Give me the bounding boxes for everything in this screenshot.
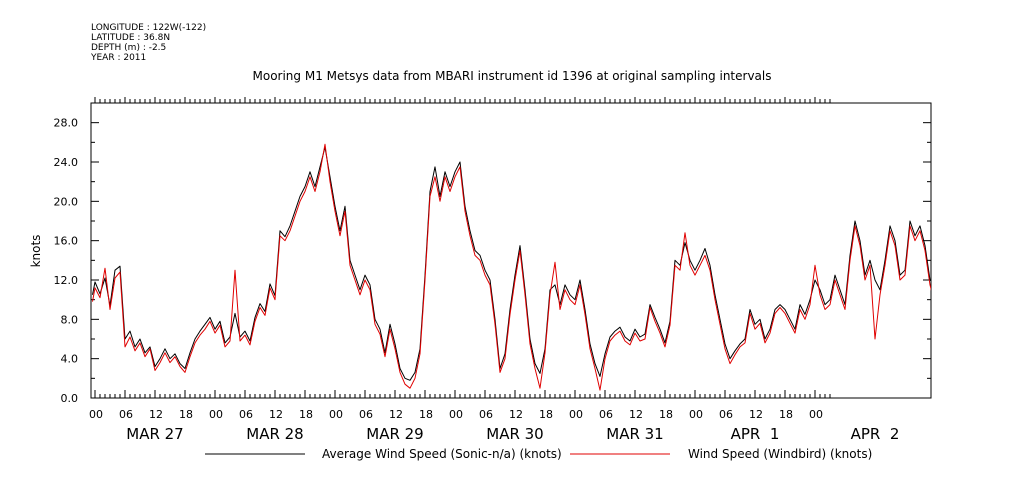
chart-title: Mooring M1 Metsys data from MBARI instru… <box>253 69 772 83</box>
x-hour-label: 06 <box>599 408 613 421</box>
x-hour-label: 00 <box>449 408 463 421</box>
metadata-block: LONGITUDE : 122W(-122) LATITUDE : 36.8N … <box>90 23 206 63</box>
y-tick-label: 12.0 <box>54 274 79 287</box>
meta-longitude: LONGITUDE : 122W(-122) <box>91 23 206 33</box>
x-hour-label: 00 <box>689 408 703 421</box>
x-hour-label: 06 <box>479 408 493 421</box>
x-axis: 00 06 12 18 00 06 12 18 00 06 12 18 00 06 12 18 00 06 12 18… <box>89 97 899 443</box>
series-layer <box>92 143 931 391</box>
x-hour-label: 18 <box>659 408 673 421</box>
plot-frame <box>90 102 932 399</box>
x-hour-label: 12 <box>269 408 283 421</box>
meta-latitude: LATITUDE : 36.8N <box>91 33 170 43</box>
x-hour-label: 18 <box>419 408 433 421</box>
legend-label-windbird-wind-speed: Wind Speed (Windbird) (knots) <box>688 447 872 461</box>
legend: Average Wind Speed (Sonic-n/a) (knots) W… <box>205 447 872 461</box>
y-tick-label: 28.0 <box>54 117 79 130</box>
x-hour-label: 06 <box>719 408 733 421</box>
x-day-label: APR 2 <box>851 425 900 443</box>
x-hour-label: 06 <box>359 408 373 421</box>
y-tick-label: 24.0 <box>54 156 79 169</box>
x-day-label: APR 1 <box>731 425 780 443</box>
x-hour-label: 00 <box>809 408 823 421</box>
x-hour-label: 00 <box>329 408 343 421</box>
y-tick-label: 8.0 <box>61 313 79 326</box>
x-hour-label: 18 <box>779 408 793 421</box>
x-hour-label: 12 <box>509 408 523 421</box>
x-hour-label: 12 <box>749 408 763 421</box>
x-day-label: MAR 29 <box>366 425 423 443</box>
x-hour-label: 00 <box>209 408 223 421</box>
x-hour-label: 18 <box>539 408 553 421</box>
series-line-windbird-wind-speed <box>92 143 931 391</box>
y-tick-label: 16.0 <box>54 235 79 248</box>
x-day-label: MAR 31 <box>606 425 663 443</box>
x-hour-label: 18 <box>299 408 313 421</box>
y-tick-label: 4.0 <box>61 353 79 366</box>
x-hour-label: 12 <box>389 408 403 421</box>
x-hour-label: 06 <box>239 408 253 421</box>
y-axis: 0.0 4.0 8.0 12.0 16.0 20.0 24.0 28.0 <box>54 102 931 405</box>
y-tick-label: 0.0 <box>61 392 79 405</box>
x-hour-label: 00 <box>89 408 103 421</box>
x-day-label: MAR 27 <box>126 425 183 443</box>
meta-depth: DEPTH (m) : -2.5 <box>91 43 166 53</box>
meta-year: YEAR : 2011 <box>90 53 146 63</box>
x-day-label: MAR 28 <box>246 425 303 443</box>
y-axis-label: knots <box>29 235 43 268</box>
legend-label-average-wind-speed: Average Wind Speed (Sonic-n/a) (knots) <box>322 447 562 461</box>
x-hour-label: 12 <box>629 408 643 421</box>
y-tick-label: 20.0 <box>54 195 79 208</box>
x-hour-label: 12 <box>149 408 163 421</box>
x-hour-label: 00 <box>569 408 583 421</box>
x-hour-label: 18 <box>179 408 193 421</box>
x-day-label: MAR 30 <box>486 425 543 443</box>
x-hour-label: 06 <box>119 408 133 421</box>
